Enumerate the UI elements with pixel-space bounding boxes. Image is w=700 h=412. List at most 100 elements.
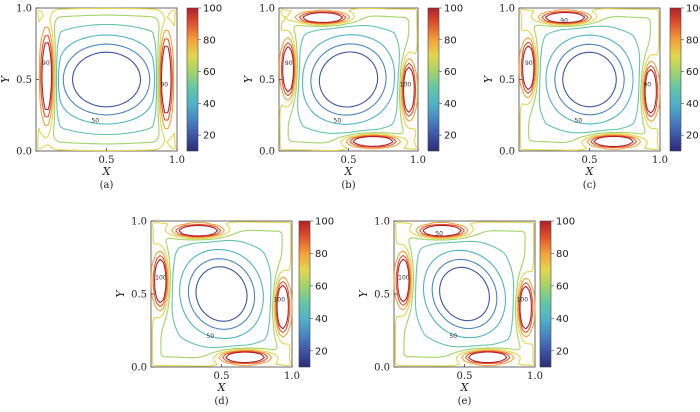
contour-level-55 — [528, 16, 651, 143]
x-axis-label: X — [217, 381, 227, 394]
contour-level-35 — [57, 34, 156, 125]
contour-level-65 — [394, 221, 535, 367]
contour-level-35 — [302, 34, 395, 125]
contour-level-35 — [422, 249, 507, 339]
colorbar-tick-label: 40 — [203, 99, 216, 110]
contour-level-25 — [187, 258, 256, 330]
x-tick-label: 1.0 — [169, 155, 185, 166]
colorbar — [539, 220, 552, 368]
contour-level-65 — [151, 221, 292, 367]
contour-level-45 — [55, 23, 158, 136]
panel-e: 100 50 100 50 0.5 1.0 0.0 0.5 1.0 X Y (e) 20 40 60 80 10… — [357, 217, 575, 408]
contour-level-35 — [179, 248, 264, 340]
contour-label: 100 — [400, 82, 412, 89]
colorbar-tick-label: 60 — [444, 67, 457, 78]
x-tick-label: 1.0 — [527, 371, 543, 382]
plot-frame — [278, 7, 419, 152]
colorbar-tick-label: 80 — [444, 35, 457, 46]
y-axis-label: Y — [242, 74, 255, 83]
contour-label: 90 — [525, 60, 533, 67]
colorbar-tick-label: 100 — [556, 217, 575, 228]
x-axis-label: X — [460, 381, 470, 394]
panel-caption: (d) — [214, 396, 228, 407]
contour-level-45 — [538, 25, 641, 134]
contour-level-95 — [154, 224, 289, 364]
y-tick-label: 0.5 — [499, 75, 515, 86]
contour-label: 90 — [160, 82, 168, 89]
panel-caption: (c) — [583, 180, 597, 191]
contour-level-55 — [287, 15, 410, 144]
contour-lines — [37, 7, 176, 152]
colorbar-tick-label: 20 — [315, 346, 328, 357]
contour-level-75 — [518, 9, 661, 150]
contour-level-75 — [278, 9, 419, 150]
contour-level-85 — [520, 11, 659, 148]
x-tick-label: 0.5 — [214, 371, 230, 382]
colorbar-tick-label: 20 — [686, 131, 699, 142]
contour-level-85 — [40, 35, 173, 121]
contour-label: 50 — [91, 117, 99, 124]
y-tick-label: 0.0 — [499, 147, 515, 158]
contour-level-85 — [152, 224, 291, 364]
colorbar-tick-label: 60 — [315, 281, 328, 292]
y-axis-label: Y — [114, 289, 127, 298]
contour-lines — [150, 221, 293, 367]
contour-level-25 — [62, 43, 151, 116]
colorbar-tick-label: 80 — [686, 35, 699, 46]
colorbar-tick-label: 20 — [203, 131, 216, 142]
contour-lines — [518, 8, 661, 151]
contour-label: 50 — [334, 117, 342, 124]
x-axis-label: X — [102, 165, 112, 178]
y-axis-label: Y — [0, 74, 12, 83]
colorbar-tick-label: 100 — [315, 217, 334, 228]
contour-level-95 — [522, 11, 657, 148]
contour-label: 50 — [449, 333, 457, 340]
colorbar-tick-label: 80 — [315, 249, 328, 260]
y-tick-label: 1.0 — [499, 4, 515, 15]
colorbar-tick-label: 60 — [203, 67, 216, 78]
y-tick-label: 1.0 — [374, 217, 390, 228]
contour-label: 90 — [643, 82, 651, 89]
x-tick-label: 0.5 — [457, 371, 473, 382]
colorbar-tick-label: 40 — [315, 314, 328, 325]
contour-level-65 — [37, 7, 176, 152]
contour-level-15 — [318, 51, 379, 108]
plot-frame — [518, 7, 661, 152]
contour-level-45 — [171, 239, 272, 349]
colorbar-tick-label: 100 — [686, 4, 700, 15]
plot-frame — [393, 220, 536, 368]
contour-level-85 — [280, 11, 417, 148]
contour-label: 100 — [517, 296, 529, 303]
x-tick-label: 1.0 — [410, 155, 426, 166]
contour-level-65 — [519, 8, 660, 151]
contour-level-15 — [439, 266, 490, 322]
contour-level-25 — [310, 43, 387, 116]
panel-d: 100 50 100 0.5 1.0 0.0 0.5 1.0 X Y (d) 20 40 60 80 100 — [114, 217, 334, 408]
contour-level-25 — [431, 258, 498, 330]
colorbar-tick-label: 80 — [556, 249, 569, 260]
panel-caption: (b) — [341, 180, 355, 191]
y-axis-label: Y — [482, 74, 495, 83]
contour-label: 50 — [574, 117, 582, 124]
y-tick-label: 1.0 — [259, 4, 275, 15]
y-tick-label: 0.5 — [131, 290, 147, 301]
y-tick-label: 1.0 — [16, 4, 32, 15]
y-tick-label: 0.0 — [259, 147, 275, 158]
contour-level-45 — [414, 240, 515, 348]
contour-level-15 — [71, 51, 142, 108]
contour-lines — [278, 7, 419, 152]
colorbar — [427, 7, 440, 152]
colorbar-tick-label: 40 — [556, 314, 569, 325]
contour-level-35 — [545, 34, 634, 125]
y-tick-label: 0.0 — [374, 363, 390, 374]
colorbar-tick-label: 60 — [556, 281, 569, 292]
y-tick-label: 0.5 — [16, 75, 32, 86]
panel-caption: (a) — [100, 180, 114, 191]
y-tick-label: 0.5 — [259, 75, 275, 86]
colorbar-tick-label: 20 — [444, 131, 457, 142]
x-tick-label: 1.0 — [284, 371, 300, 382]
contour-level-15 — [195, 266, 248, 322]
contour-label: 50 — [435, 231, 443, 238]
panel-a: 90 50 90 0.5 1.0 0.0 0.5 1.0 X Y (a) 20 40 60 80 100 — [0, 4, 222, 192]
